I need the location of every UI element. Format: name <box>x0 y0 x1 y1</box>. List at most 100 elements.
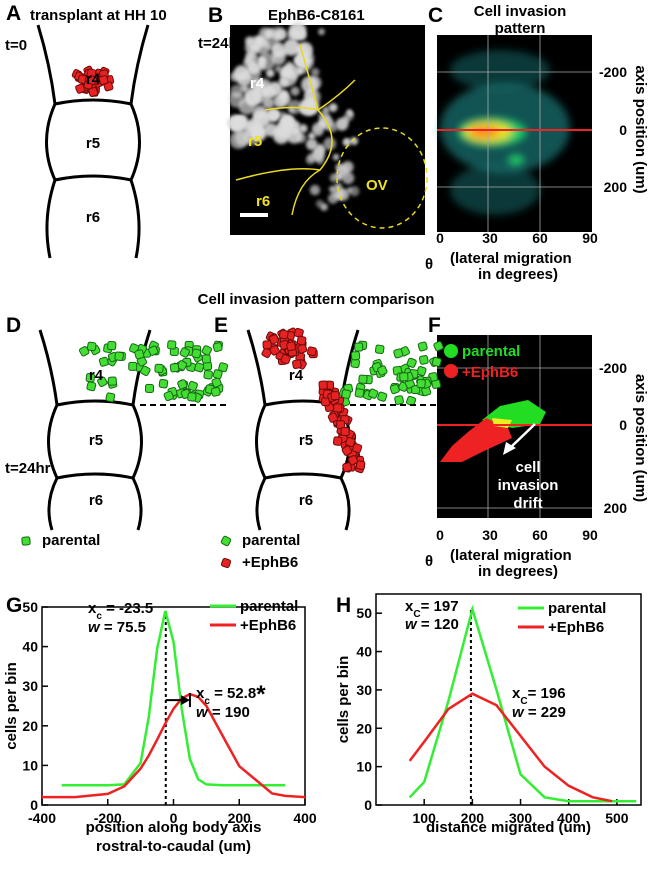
plot-frame <box>41 606 306 806</box>
cell <box>293 327 304 338</box>
annotation-part: w <box>88 619 101 636</box>
cell-blob <box>290 86 300 96</box>
annotation-part: = 75.5 <box>100 619 146 636</box>
y-tick-label: 30 <box>22 678 38 694</box>
cell-blob <box>281 114 293 127</box>
cell <box>212 369 223 380</box>
cell <box>352 443 363 454</box>
annotation-part: c <box>204 696 210 707</box>
annotation-part: w <box>196 704 209 721</box>
fit-annotation: xc = -23.5 <box>88 600 153 622</box>
cell-blob <box>247 61 261 75</box>
cell <box>296 335 307 346</box>
region-label: r5 <box>299 432 313 449</box>
cell-blob <box>283 38 301 56</box>
cell-blob <box>250 78 264 91</box>
panel-label: B <box>208 4 223 27</box>
annotation-part: = 196 <box>528 685 566 702</box>
cell <box>114 351 124 362</box>
y-tick-label: 10 <box>22 757 38 773</box>
cell-blob <box>327 193 339 204</box>
annotation-part: x <box>88 600 97 617</box>
cell <box>176 360 188 371</box>
x-tick-label: 0 <box>436 527 444 543</box>
region-label: r6 <box>256 193 270 210</box>
x-tick-label: 60 <box>532 527 548 543</box>
cell <box>148 345 159 356</box>
cell <box>416 378 426 389</box>
x-tick-label: 200 <box>228 810 252 826</box>
y-tick-label: 50 <box>356 605 372 621</box>
cell <box>374 344 385 355</box>
cell <box>163 390 174 402</box>
cell <box>358 374 368 384</box>
cell-blob <box>323 137 337 151</box>
heatmap-density <box>440 50 570 215</box>
cell <box>417 341 428 352</box>
cell <box>406 395 417 406</box>
cell <box>88 86 99 97</box>
cell <box>269 345 280 356</box>
fit-annotation: w = 120 <box>405 616 459 633</box>
y-tick-label: 50 <box>22 599 38 615</box>
cell <box>169 362 180 373</box>
panel-label: E <box>214 314 228 337</box>
axis-symbol: θ <box>425 256 433 273</box>
fit-annotation: xC= 197 <box>405 598 459 620</box>
cell <box>347 455 359 466</box>
cell <box>394 395 404 405</box>
cell <box>418 355 429 365</box>
region-label: r4 <box>250 75 265 92</box>
x-tick-label: 300 <box>509 810 533 826</box>
fit-annotation: xC= 196 <box>512 685 566 707</box>
cell <box>98 356 109 367</box>
cell-blob <box>279 69 288 78</box>
y-tick-label: 0 <box>619 122 627 138</box>
y-tick-label: 40 <box>356 644 372 660</box>
cell <box>98 75 109 86</box>
boundary <box>264 79 356 111</box>
cell <box>342 462 353 473</box>
cell-blob <box>308 132 316 140</box>
boundary <box>235 168 321 181</box>
cell <box>177 379 188 390</box>
x-tick-label: 90 <box>582 230 598 246</box>
x-axis-label: rostral-to-caudal (um) <box>96 838 251 855</box>
panel-title: pattern <box>495 20 546 37</box>
cell-blob <box>271 51 286 65</box>
cell <box>332 436 343 446</box>
x-axis-label: (lateral migration <box>450 547 572 564</box>
y-tick-label: 200 <box>604 500 628 516</box>
cell <box>377 391 388 402</box>
cell-blob <box>332 153 340 161</box>
cell <box>350 351 361 361</box>
cell <box>220 535 232 547</box>
legend-label: parental <box>462 343 520 360</box>
annotation-part: x <box>196 685 205 702</box>
cell <box>97 376 108 388</box>
annotation-part: * <box>256 681 266 708</box>
y-axis-label: cells per bin <box>335 656 352 744</box>
cell-blob <box>272 127 290 144</box>
cell-blob <box>299 98 317 116</box>
cell-blob <box>262 87 270 95</box>
region-label: r5 <box>89 432 103 449</box>
cell <box>306 346 317 357</box>
legend-label: +EphB6 <box>462 364 518 381</box>
cells <box>21 65 444 569</box>
legend-label: parental <box>242 532 300 549</box>
cell-blob <box>310 67 320 77</box>
x-tick-label: -200 <box>94 810 122 826</box>
annotation-part: = 190 <box>208 704 250 721</box>
boundary <box>291 44 333 216</box>
cell-blob <box>230 71 240 82</box>
legend-label: parental <box>240 598 298 615</box>
x-tick-label: 400 <box>557 810 581 826</box>
arrow-head <box>180 695 190 706</box>
y-tick-label: 30 <box>356 682 372 698</box>
legend-label: parental <box>42 532 100 549</box>
annotation-part: w <box>405 616 418 633</box>
annotation-part: = 229 <box>524 704 566 721</box>
cell-blob <box>296 132 307 144</box>
cell <box>393 348 404 359</box>
